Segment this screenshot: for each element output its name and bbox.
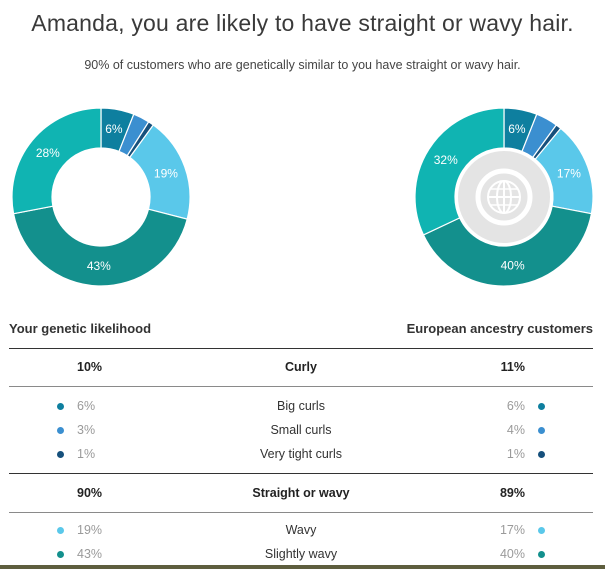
right-donut-label-slightly-wavy: 40% (501, 258, 525, 272)
right-donut-slice-straight (414, 107, 505, 236)
left-donut-label-slightly-wavy: 43% (87, 259, 111, 273)
curly-group-label: Curly (285, 360, 317, 374)
left-donut-label-wavy: 19% (154, 167, 178, 181)
left-donut-slice-straight (11, 107, 102, 215)
table-divider (9, 473, 593, 474)
window-bottom-edge (0, 565, 605, 569)
small-curls-label: Small curls (270, 423, 332, 437)
left-donut-label-straight: 28% (36, 146, 60, 160)
very-tight-curls-label: Very tight curls (260, 447, 342, 461)
table-row-wavy: 19% Wavy 17% (9, 521, 593, 541)
genetic-likelihood-donut-chart: 6% 19% 43% 28% (6, 102, 196, 292)
small-curls-legend-dot (538, 427, 545, 434)
european-ancestry-donut-chart: 6% 17% 40% 32% (409, 102, 599, 292)
curly-your-likelihood: 10% (77, 360, 103, 374)
small-curls-ancestry-value: 4% (506, 423, 525, 437)
curly-ancestry-value: 11% (500, 360, 525, 374)
slightly-wavy-label: Slightly wavy (264, 547, 338, 561)
small-curls-legend-dot (57, 427, 64, 434)
slightly-wavy-legend-dot (538, 551, 545, 558)
european-ancestry-heading: European ancestry customers (406, 321, 593, 336)
table-row-small-curls: 3% Small curls 4% (9, 421, 593, 441)
group-row-straight-or-wavy: 90% Straight or wavy 89% (9, 484, 593, 504)
table-row-slightly-wavy: 43% Slightly wavy 40% (9, 545, 593, 565)
globe-icon (458, 151, 550, 243)
very-tight-curls-legend-dot (538, 451, 545, 458)
table-divider (9, 348, 593, 349)
wavy-your-value: 19% (77, 523, 103, 537)
table-row-big-curls: 6% Big curls 6% (9, 397, 593, 417)
left-donut-slice-slightly-wavy (12, 205, 188, 287)
big-curls-legend-dot (538, 403, 545, 410)
right-donut-slice-slightly-wavy (422, 205, 593, 287)
big-curls-label: Big curls (277, 399, 325, 413)
straight-or-wavy-ancestry-value: 89% (499, 486, 525, 500)
wavy-ancestry-value: 17% (499, 523, 525, 537)
right-donut-label-wavy: 17% (557, 167, 581, 181)
table-divider (9, 386, 593, 387)
slightly-wavy-legend-dot (57, 551, 64, 558)
group-row-curly: 10% Curly 11% (9, 358, 593, 378)
very-tight-curls-legend-dot (57, 451, 64, 458)
straight-or-wavy-your-likelihood: 90% (77, 486, 103, 500)
big-curls-legend-dot (57, 403, 64, 410)
page-title: Amanda, you are likely to have straight … (31, 10, 574, 36)
slightly-wavy-ancestry-value: 40% (499, 547, 525, 561)
page-subtitle: 90% of customers who are genetically sim… (84, 58, 521, 72)
big-curls-your-value: 6% (77, 399, 96, 413)
wavy-legend-dot (57, 527, 64, 534)
very-tight-curls-your-value: 1% (77, 447, 96, 461)
small-curls-your-value: 3% (77, 423, 96, 437)
table-row-very-tight-curls: 1% Very tight curls 1% (9, 445, 593, 465)
straight-or-wavy-group-label: Straight or wavy (252, 486, 350, 500)
right-donut-label-big-curls: 6% (508, 122, 526, 136)
wavy-legend-dot (538, 527, 545, 534)
slightly-wavy-your-value: 43% (77, 547, 103, 561)
wavy-label: Wavy (285, 523, 317, 537)
right-donut-label-straight: 32% (434, 153, 458, 167)
big-curls-ancestry-value: 6% (506, 399, 525, 413)
genetic-likelihood-heading: Your genetic likelihood (9, 321, 152, 336)
very-tight-curls-ancestry-value: 1% (506, 447, 525, 461)
table-divider (9, 512, 593, 513)
left-donut-label-big-curls: 6% (105, 122, 123, 136)
